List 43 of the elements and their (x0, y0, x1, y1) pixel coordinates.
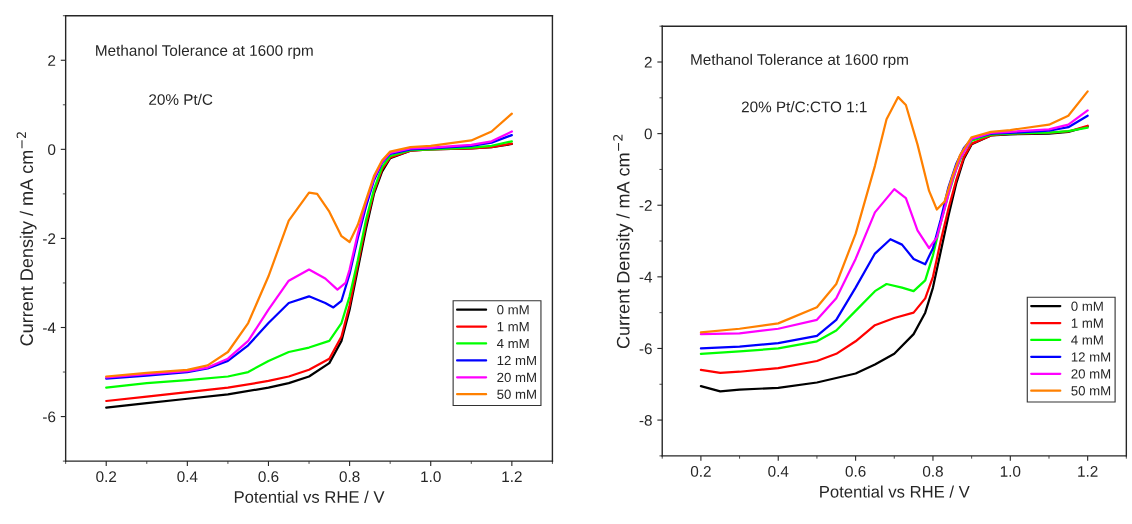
legend-label: 0 mM (1071, 301, 1103, 311)
legend-label: 20 mM (1071, 369, 1111, 379)
annotation: 20% Pt/C (149, 93, 213, 105)
y-tick-label: -4 (639, 271, 653, 283)
y-axis-title: Current Density / mA cm$^{−2}$ (16, 132, 37, 346)
x-tick-label: 0.2 (96, 471, 117, 483)
legend-label: 4 mM (496, 339, 529, 349)
x-tick-label: 0.8 (339, 471, 360, 483)
x-tick-label: 0.6 (258, 471, 279, 483)
legend-label: 12 mM (1071, 352, 1111, 362)
legend-label: 0 mM (497, 305, 529, 315)
y-tick-label: 0 (48, 144, 56, 156)
annotation: 20% Pt/C:CTO 1:1 (741, 101, 867, 113)
x-tick-label: 1.0 (1000, 466, 1021, 477)
x-tick-label: 1.0 (421, 471, 441, 483)
annotation: Methanol Tolerance at 1600 rpm (96, 44, 313, 59)
y-tick-label: -6 (639, 343, 652, 355)
legend-label: 1 mM (1071, 318, 1103, 328)
legend-label: 20 mM (497, 372, 536, 383)
y-axis-title: Current Density / mA cm$^{−2}$ (613, 134, 634, 349)
legend-label: 12 mM (497, 355, 536, 365)
x-axis-title: Potential vs RHE / V (820, 485, 970, 498)
legend-label: 50 mM (497, 389, 536, 399)
x-tick-label: 0.8 (922, 466, 943, 477)
y-tick-label: -6 (43, 411, 56, 423)
y-tick-label: 2 (644, 56, 652, 68)
x-tick-label: 0.2 (690, 466, 711, 477)
x-tick-label: 0.4 (768, 466, 789, 477)
y-tick-label: 2 (48, 55, 56, 66)
y-tick-label: -8 (639, 414, 652, 426)
legend-label: 50 mM (1071, 386, 1111, 396)
x-tick-label: 0.4 (177, 471, 198, 483)
y-tick-label: -2 (43, 233, 56, 244)
x-tick-label: 1.2 (1078, 466, 1098, 477)
y-tick-label: 0 (644, 128, 652, 140)
legend-label: 1 mM (497, 322, 529, 332)
y-tick-label: -2 (639, 200, 652, 211)
legend-label: 4 mM (1071, 335, 1103, 345)
x-tick-label: 1.2 (502, 471, 522, 482)
annotation: Methanol Tolerance at 1600 rpm (691, 53, 908, 69)
y-tick-label: -4 (43, 322, 56, 334)
x-axis-title: Potential vs RHE / V (234, 490, 385, 503)
x-tick-label: 0.6 (845, 466, 866, 477)
